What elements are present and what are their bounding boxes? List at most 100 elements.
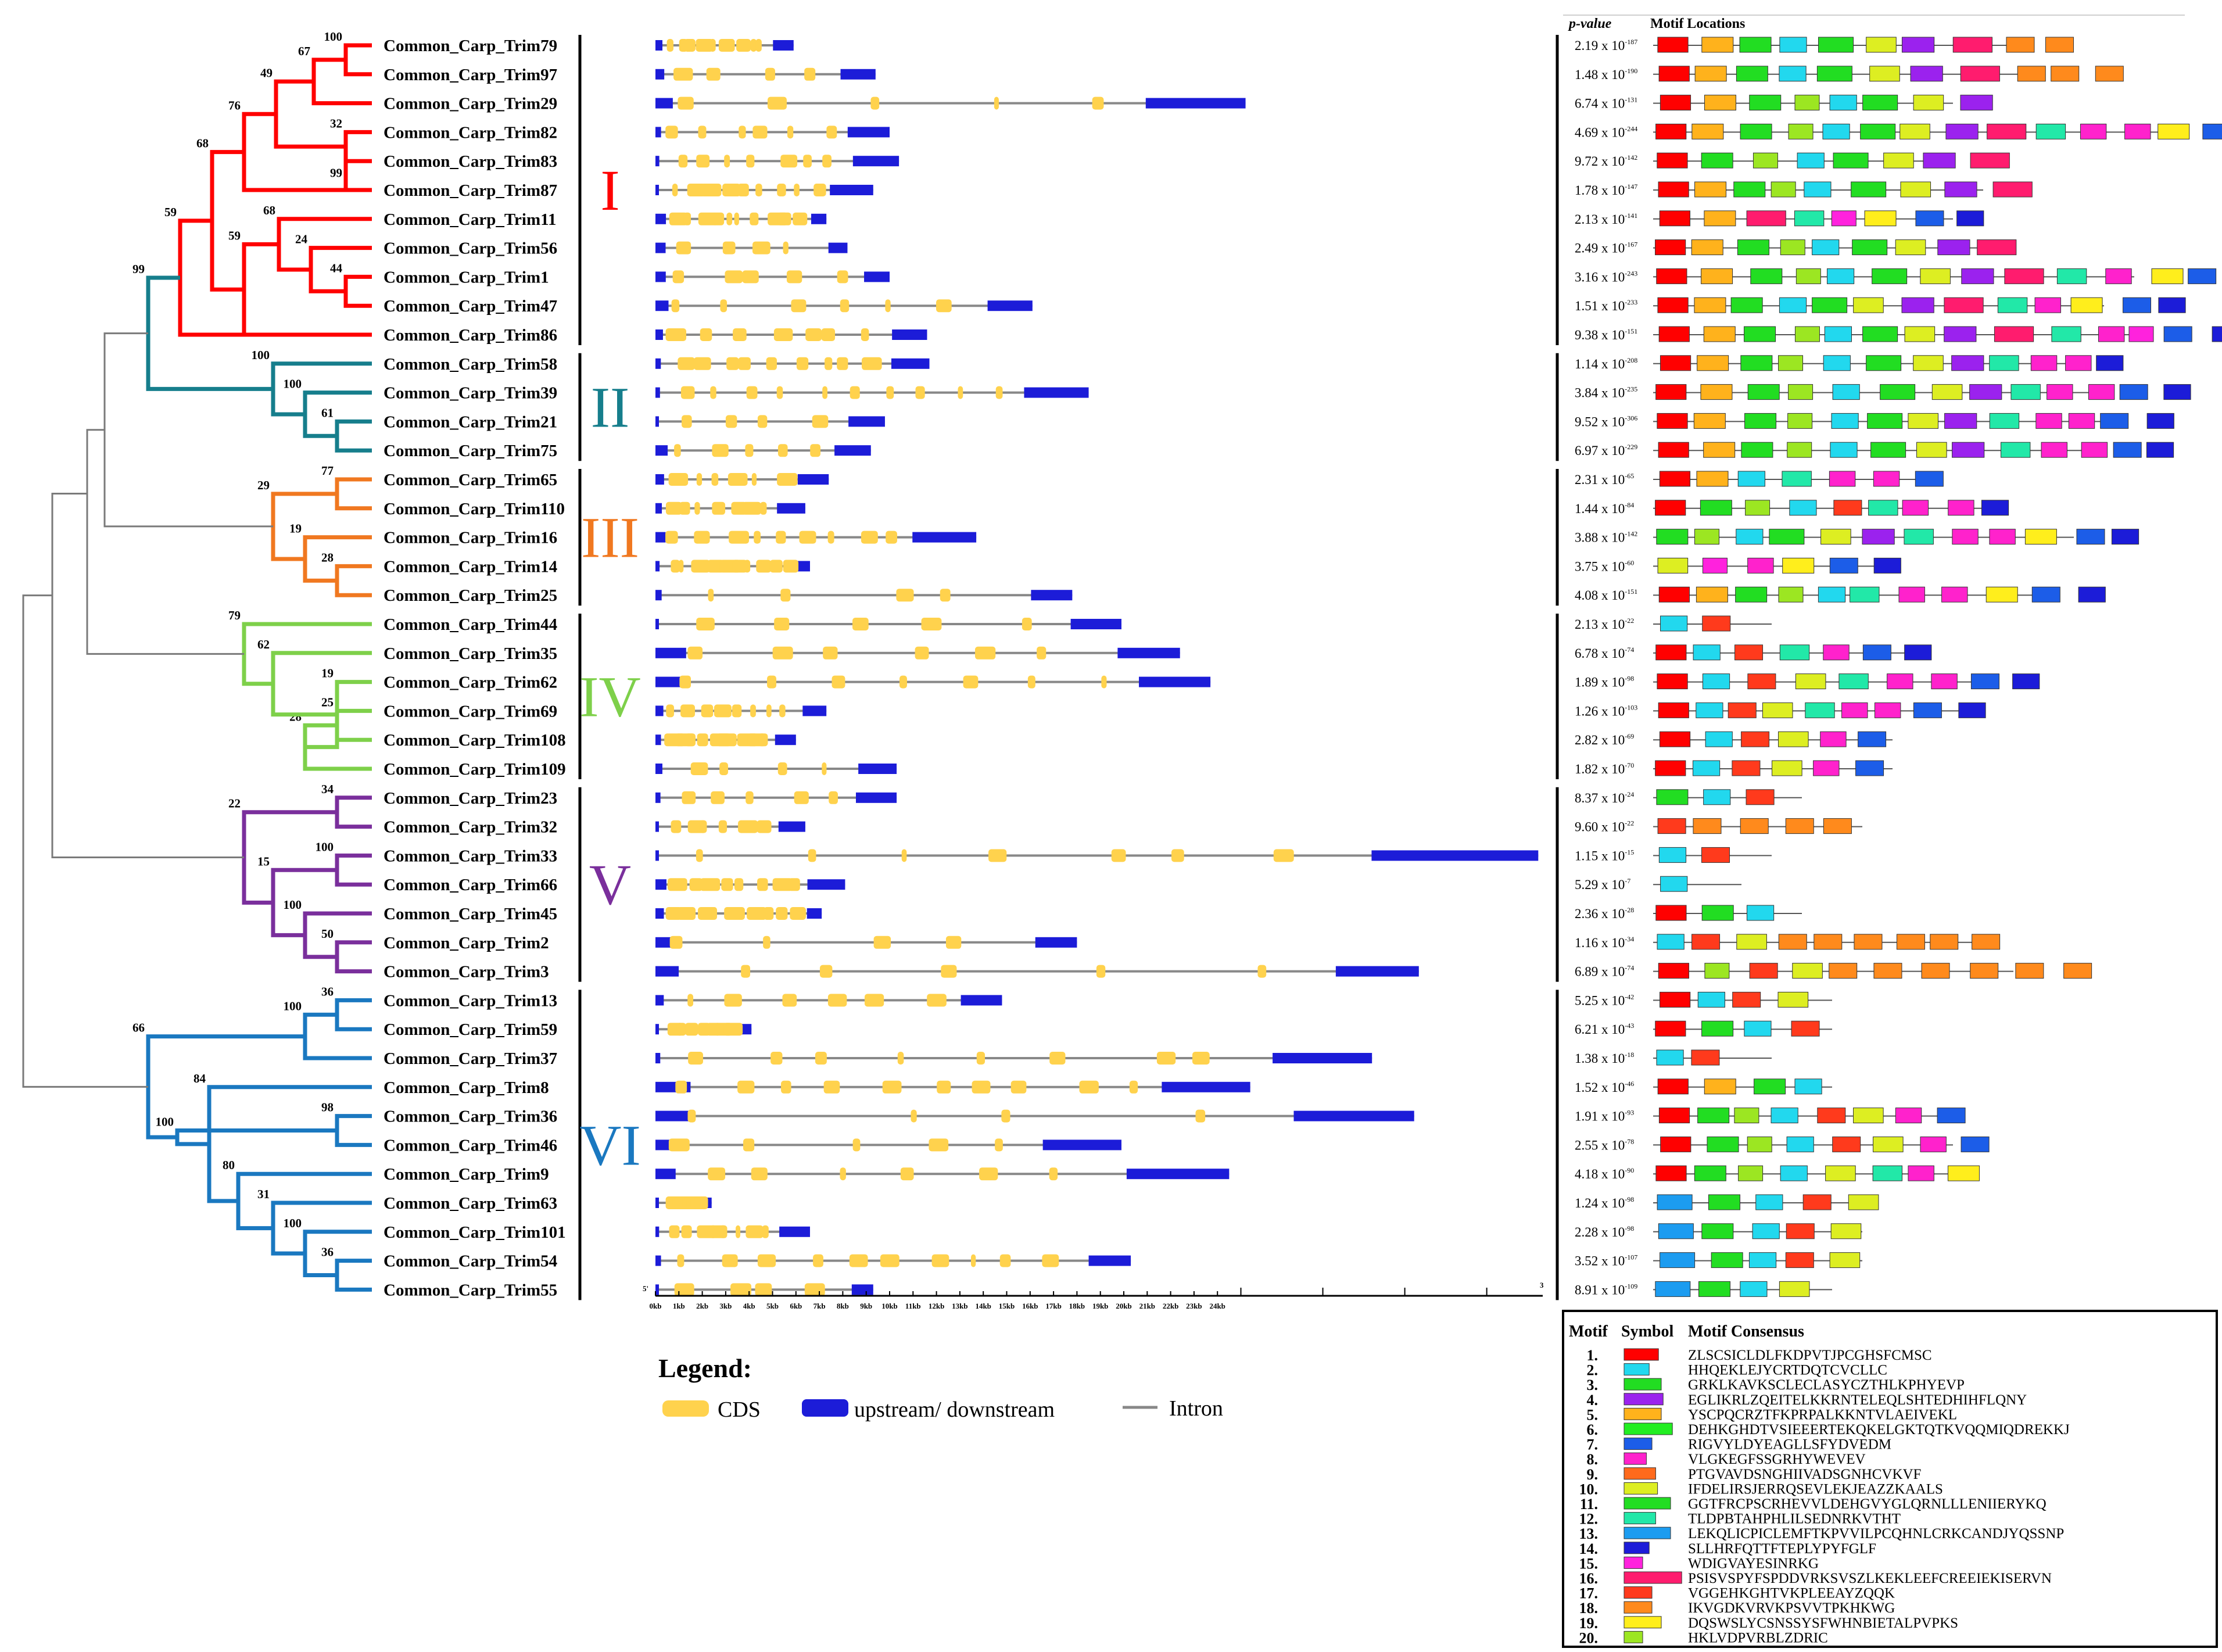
cds-exon <box>743 1138 755 1152</box>
motif-box <box>1703 789 1731 805</box>
bootstrap-value: 76 <box>228 98 241 112</box>
utr-block <box>655 1169 676 1180</box>
cds-exon <box>722 184 741 196</box>
bootstrap-value: 67 <box>298 44 310 58</box>
cds-exon <box>1001 1109 1010 1123</box>
p-value: 3.16 x 10-243 <box>1575 269 1637 284</box>
motif-box <box>2056 268 2087 284</box>
p-value-times: x 10 <box>1598 936 1625 950</box>
motif-box <box>1658 326 1690 342</box>
motif-box <box>2088 384 2115 400</box>
cds-exon <box>676 1023 683 1036</box>
p-value-times: x 10 <box>1598 704 1625 718</box>
cds-exon <box>724 155 730 168</box>
cds-exon <box>736 1225 741 1238</box>
motif-consensus: TLDPBTAHPHLILSEDNRKVTHT <box>1688 1511 1901 1527</box>
bootstrap-value: 100 <box>284 898 302 912</box>
p-value-exponent: -229 <box>1625 443 1637 451</box>
cds-exon <box>691 560 710 573</box>
motif-box <box>1658 66 1690 82</box>
bootstrap-value: 68 <box>196 137 209 150</box>
motif-box <box>2080 123 2107 139</box>
motif-box <box>1913 355 1944 371</box>
gene-structures <box>655 39 1539 1296</box>
cds-exon <box>787 126 794 139</box>
motif-box <box>1944 413 1977 429</box>
motif-box <box>1655 123 1687 139</box>
cds-exon <box>810 444 820 457</box>
motif-box <box>1779 644 1810 661</box>
cds-exon <box>696 473 703 486</box>
motif-symbol <box>1624 1378 1662 1391</box>
cds-exon <box>673 67 693 81</box>
cds-exon <box>1079 1080 1099 1094</box>
p-value: 2.13 x 10-141 <box>1575 212 1637 227</box>
motif-box <box>2119 384 2148 400</box>
cds-exon <box>774 618 790 630</box>
cds-exon <box>1049 1167 1058 1181</box>
cds-exon <box>1273 849 1294 862</box>
p-value-mantissa: 2.28 <box>1575 1225 1598 1239</box>
utr-block <box>961 995 1002 1006</box>
cds-exon <box>819 965 833 978</box>
cds-exon <box>711 791 725 804</box>
cds-exon <box>783 560 799 573</box>
utr-block <box>1070 619 1121 629</box>
motif-box <box>1660 1252 1696 1268</box>
gene-label: Common_Carp_Trim8 <box>384 1078 549 1097</box>
cds-exon <box>777 473 798 486</box>
cds-exon <box>852 1138 861 1152</box>
tree-branch <box>210 150 244 292</box>
motif-box <box>1916 442 1947 458</box>
motif-box <box>1887 673 1913 690</box>
cds-exon <box>1156 1052 1176 1065</box>
utr-block <box>847 127 890 138</box>
bootstrap-value: 61 <box>321 406 334 420</box>
motif-box <box>1920 268 1951 284</box>
motif-box <box>1795 268 1821 284</box>
motif-box <box>1904 529 1934 545</box>
cds-exon <box>696 618 715 630</box>
motif-number: 1. <box>1587 1347 1599 1364</box>
utr-block <box>655 561 660 572</box>
cds-exon <box>690 762 708 775</box>
p-value-exponent: -187 <box>1625 38 1637 46</box>
motif-box <box>1904 644 1932 661</box>
p-value-exponent: -90 <box>1625 1166 1634 1174</box>
motif-box <box>2146 413 2174 429</box>
p-value-exponent: -151 <box>1625 327 1637 335</box>
motif-box <box>1900 123 1930 139</box>
gene-label: Common_Carp_Trim46 <box>384 1136 557 1155</box>
cds-exon <box>760 501 767 515</box>
bootstrap-value: 100 <box>284 1216 302 1230</box>
motif-box <box>1657 152 1688 169</box>
p-value-times: x 10 <box>1598 877 1625 892</box>
motif-box <box>1691 239 1723 256</box>
motif-box <box>1708 1194 1740 1210</box>
cds-exon <box>727 473 748 486</box>
cds-exon <box>725 39 735 52</box>
p-value-times: x 10 <box>1598 67 1625 82</box>
p-value: 1.78 x 10-147 <box>1575 182 1637 198</box>
cds-exon <box>782 994 797 1007</box>
motif-box <box>1908 1165 1934 1181</box>
cds-exon <box>697 733 708 747</box>
cds-exon <box>1027 675 1035 689</box>
motif-box <box>1655 644 1687 661</box>
p-value: 1.14 x 10-208 <box>1575 356 1637 371</box>
p-value: 6.97 x 10-229 <box>1575 443 1637 458</box>
cds-exon <box>757 878 768 891</box>
group-numeral: V <box>589 852 631 917</box>
gene-label: Common_Carp_Trim37 <box>384 1049 557 1068</box>
axis-tick-label: 9kb <box>860 1302 872 1310</box>
cds-exon <box>672 184 678 196</box>
motif-box <box>1989 529 2016 545</box>
motif-box <box>1805 702 1835 718</box>
axis-tick-label: 1kb <box>673 1302 685 1310</box>
cds-exon <box>699 820 706 833</box>
p-value-mantissa: 5.25 <box>1575 993 1598 1008</box>
gene-label: Common_Carp_Trim45 <box>384 905 557 923</box>
cds-exon <box>822 155 832 168</box>
cds-exon <box>864 994 884 1007</box>
utr-block <box>1042 1139 1121 1151</box>
